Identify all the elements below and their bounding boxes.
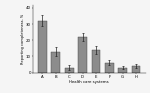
Bar bbox=[51, 52, 60, 73]
Bar bbox=[65, 68, 74, 73]
Bar bbox=[38, 21, 47, 73]
X-axis label: Health care systems: Health care systems bbox=[69, 80, 109, 84]
Y-axis label: Reporting completeness, %: Reporting completeness, % bbox=[21, 13, 25, 64]
Bar bbox=[92, 50, 100, 73]
Bar bbox=[78, 37, 87, 73]
Bar bbox=[118, 68, 127, 73]
Bar bbox=[132, 66, 140, 73]
Bar bbox=[105, 63, 114, 73]
